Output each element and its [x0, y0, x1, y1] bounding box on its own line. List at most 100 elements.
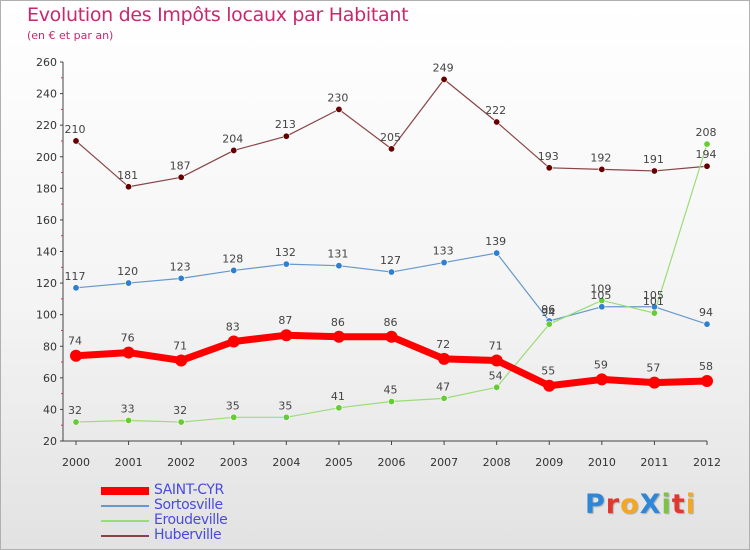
data-label: 210 — [65, 123, 86, 136]
data-label: 133 — [433, 245, 454, 258]
x-tick-label: 2001 — [115, 456, 143, 469]
data-label: 222 — [485, 104, 506, 117]
data-label: 109 — [590, 282, 611, 295]
data-label: 35 — [278, 399, 292, 412]
y-tick-label: 240 — [36, 88, 57, 101]
data-label: 208 — [696, 126, 717, 139]
data-points — [70, 75, 713, 426]
data-label: 35 — [226, 399, 240, 412]
data-label: 33 — [121, 402, 135, 415]
y-tick-label: 180 — [36, 182, 57, 195]
data-label: 105 — [590, 289, 611, 302]
data-point — [545, 320, 553, 328]
data-label: 120 — [117, 265, 138, 278]
data-label: 101 — [643, 295, 664, 308]
data-label: 192 — [590, 151, 611, 164]
logo-letter: i — [661, 489, 672, 520]
data-label: 132 — [275, 246, 296, 259]
data-point — [385, 330, 398, 343]
legend-swatch — [101, 520, 149, 522]
y-tick-label: 120 — [36, 277, 57, 290]
data-point — [335, 262, 343, 270]
data-point — [177, 173, 185, 181]
data-point — [440, 394, 448, 402]
data-label: 87 — [278, 314, 292, 327]
data-label: 194 — [696, 148, 717, 161]
x-tick-label: 2012 — [693, 456, 721, 469]
data-label: 105 — [643, 289, 664, 302]
x-tick-label: 2006 — [378, 456, 406, 469]
y-tick-label: 80 — [43, 340, 57, 353]
data-point — [595, 373, 608, 386]
y-tick-label: 160 — [36, 214, 57, 227]
logo-letter: P — [585, 489, 606, 520]
data-point — [227, 335, 240, 348]
logo-letter: o — [620, 489, 640, 520]
data-label: 58 — [699, 360, 713, 373]
x-tick-label: 2010 — [588, 456, 616, 469]
legend-label: Sortosville — [154, 497, 223, 513]
data-point — [703, 320, 711, 328]
data-label: 193 — [538, 150, 559, 163]
data-point — [175, 354, 188, 367]
data-label: 72 — [436, 338, 450, 351]
data-label: 71 — [173, 339, 187, 352]
data-label: 204 — [222, 132, 243, 145]
data-point — [70, 349, 82, 362]
x-tick-label: 2003 — [220, 456, 248, 469]
data-point — [545, 164, 553, 172]
y-axis: 20 40 60 80 100 120 140 160 180 200 220 240 260 — [36, 56, 64, 448]
data-point — [230, 413, 238, 421]
y-tick-label: 140 — [36, 246, 57, 259]
data-point — [493, 249, 501, 257]
x-tick-label: 2000 — [62, 456, 90, 469]
data-point — [701, 374, 713, 387]
data-label: 123 — [170, 260, 191, 273]
chart-subtitle: (en € et par an) — [27, 29, 114, 42]
data-point — [703, 140, 711, 148]
data-point — [282, 413, 290, 421]
data-label: 230 — [327, 91, 348, 104]
data-label: 127 — [380, 254, 401, 267]
data-point — [703, 162, 711, 170]
data-point — [230, 146, 238, 154]
x-tick-label: 2004 — [272, 456, 300, 469]
data-label: 213 — [275, 118, 296, 131]
y-tick-label: 60 — [43, 372, 57, 385]
data-label: 205 — [380, 131, 401, 144]
legend-swatch — [101, 487, 149, 495]
data-label: 191 — [643, 153, 664, 166]
data-point — [335, 404, 343, 412]
data-point — [72, 284, 80, 292]
data-point — [125, 183, 133, 191]
logo-letter: X — [639, 489, 662, 520]
data-label: 94 — [699, 306, 713, 319]
data-label: 83 — [226, 321, 240, 334]
x-tick-label: 2005 — [325, 456, 353, 469]
data-point — [490, 354, 503, 367]
x-tick-label: 2007 — [430, 456, 458, 469]
data-label: 96 — [541, 303, 555, 316]
y-tick-label: 40 — [43, 403, 57, 416]
data-labels: 74 76 71 83 87 86 86 72 71 55 59 57 58 117 120 123 128 13… — [65, 61, 717, 417]
x-tick-label: 2011 — [640, 456, 668, 469]
data-point — [650, 309, 658, 317]
data-label: 131 — [327, 248, 348, 261]
y-tick-label: 220 — [36, 119, 57, 132]
data-label: 76 — [121, 332, 135, 345]
legend-swatch — [101, 535, 149, 537]
data-point — [440, 75, 448, 83]
data-label: 32 — [68, 404, 82, 417]
data-point — [387, 398, 395, 406]
data-point — [650, 167, 658, 175]
data-label: 181 — [117, 169, 138, 182]
data-point — [282, 260, 290, 268]
data-label: 94 — [541, 306, 555, 319]
data-label: 54 — [489, 369, 503, 382]
data-point — [598, 296, 606, 304]
chart-title: Evolution des Impôts locaux par Habitant — [27, 4, 409, 26]
legend-label: SAINT-CYR — [154, 482, 224, 498]
data-label: 249 — [433, 61, 454, 74]
data-point — [387, 268, 395, 276]
